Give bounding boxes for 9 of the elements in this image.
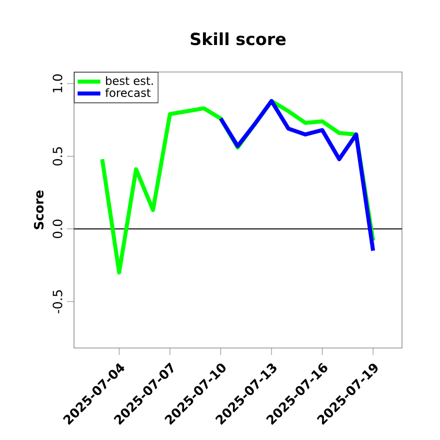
legend-label: forecast xyxy=(105,88,151,97)
line-series xyxy=(218,99,376,253)
y-tick-label: -0.5 xyxy=(52,290,62,314)
y-tick-label: 0.0 xyxy=(52,220,62,238)
y-tick-label: 0.5 xyxy=(52,147,62,166)
chart-title: Skill score xyxy=(190,32,286,46)
y-axis-title: Score xyxy=(34,190,44,230)
legend-label: best est. xyxy=(106,76,153,86)
y-tick-label: 1.0 xyxy=(52,74,62,92)
